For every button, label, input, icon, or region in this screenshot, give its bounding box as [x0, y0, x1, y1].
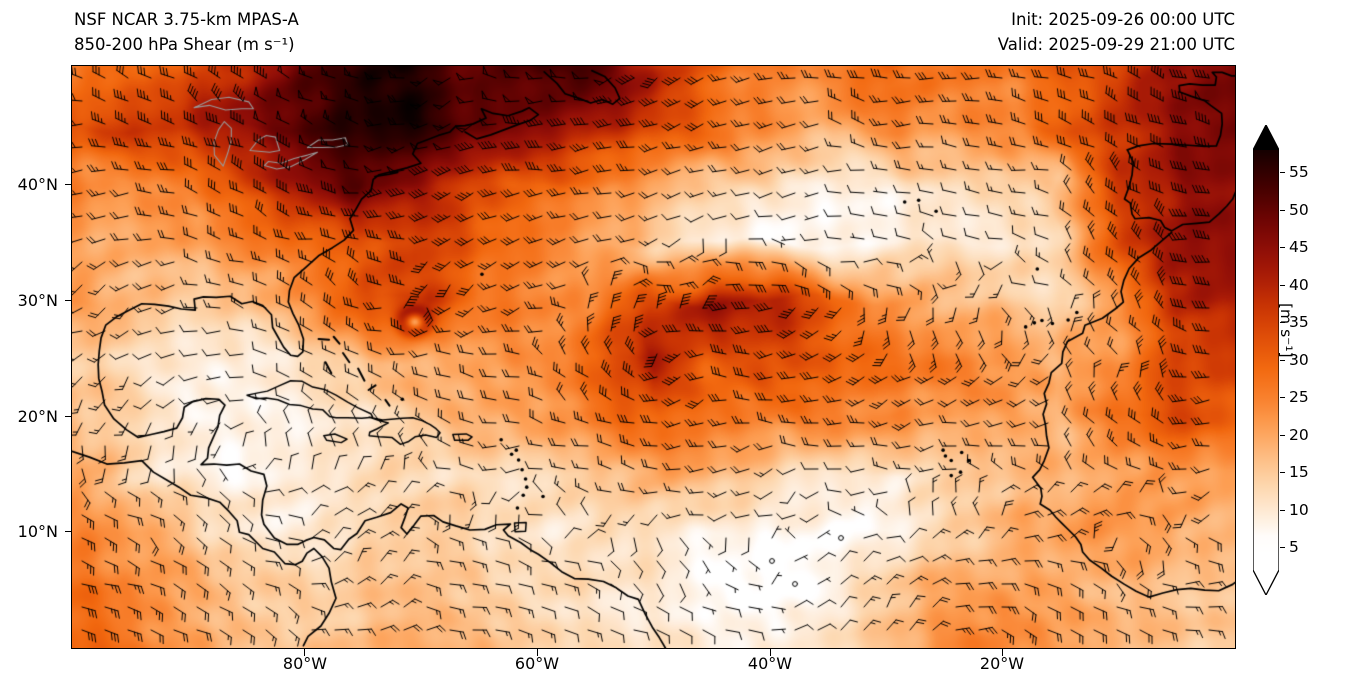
colorbar-tick-mark [1280, 285, 1285, 287]
colorbar-tick-label-35: 35 [1289, 313, 1309, 331]
colorbar-tick-mark [1280, 435, 1285, 437]
time-block: Init: 2025-09-26 00:00 UTC Valid: 2025-0… [998, 7, 1235, 57]
colorbar-tick-mark [1280, 322, 1285, 324]
x-tick-label-40w: 40°W [747, 654, 793, 673]
colorbar-svg [1252, 123, 1280, 597]
colorbar-tick-mark [1280, 210, 1285, 212]
shear-map-canvas [72, 66, 1235, 648]
colorbar-tick-label-10: 10 [1289, 501, 1309, 519]
colorbar-tick-label-20: 20 [1289, 426, 1309, 444]
product-title: 850-200 hPa Shear (m s⁻¹) [74, 35, 295, 54]
colorbar-tick-label-45: 45 [1289, 238, 1309, 256]
x-tick-label-60w: 60°W [514, 654, 560, 673]
colorbar-tick-mark [1280, 472, 1285, 474]
x-axis-tick-mark [1002, 649, 1004, 656]
x-axis-tick-mark [537, 649, 539, 656]
model-title: NSF NCAR 3.75-km MPAS-A [74, 10, 299, 29]
colorbar-gradient [1253, 150, 1279, 570]
colorbar-tick-mark [1280, 510, 1285, 512]
y-tick-label-10n: 10°N [17, 522, 58, 541]
colorbar [1252, 123, 1280, 597]
colorbar-tick-mark [1280, 397, 1285, 399]
colorbar-tick-label-30: 30 [1289, 351, 1309, 369]
init-time: Init: 2025-09-26 00:00 UTC [1011, 10, 1235, 29]
colorbar-over-arrow [1253, 125, 1279, 150]
colorbar-tick-label-55: 55 [1289, 163, 1309, 181]
y-axis-tick-mark [65, 531, 72, 533]
colorbar-tick-label-15: 15 [1289, 463, 1309, 481]
colorbar-tick-label-5: 5 [1289, 538, 1299, 556]
colorbar-tick-label-50: 50 [1289, 201, 1309, 219]
x-tick-label-80w: 80°W [282, 654, 328, 673]
y-tick-label-30n: 30°N [17, 291, 58, 310]
x-tick-label-20w: 20°W [979, 654, 1025, 673]
y-tick-label-20n: 20°N [17, 407, 58, 426]
y-axis-tick-mark [65, 416, 72, 418]
colorbar-under-arrow [1253, 570, 1279, 595]
y-axis-tick-mark [65, 184, 72, 186]
colorbar-tick-mark [1280, 172, 1285, 174]
colorbar-tick-mark [1280, 360, 1285, 362]
colorbar-tick-label-40: 40 [1289, 276, 1309, 294]
y-tick-label-40n: 40°N [17, 175, 58, 194]
colorbar-tick-label-25: 25 [1289, 388, 1309, 406]
colorbar-tick-mark [1280, 547, 1285, 549]
x-axis-tick-mark [770, 649, 772, 656]
colorbar-units-label: [m s⁻¹] [1277, 303, 1295, 358]
y-axis-tick-mark [65, 300, 72, 302]
x-axis-tick-mark [304, 649, 306, 656]
valid-time: Valid: 2025-09-29 21:00 UTC [997, 35, 1235, 54]
title-block: NSF NCAR 3.75-km MPAS-A 850-200 hPa Shea… [74, 7, 299, 57]
map-frame [71, 65, 1236, 649]
colorbar-tick-mark [1280, 247, 1285, 249]
